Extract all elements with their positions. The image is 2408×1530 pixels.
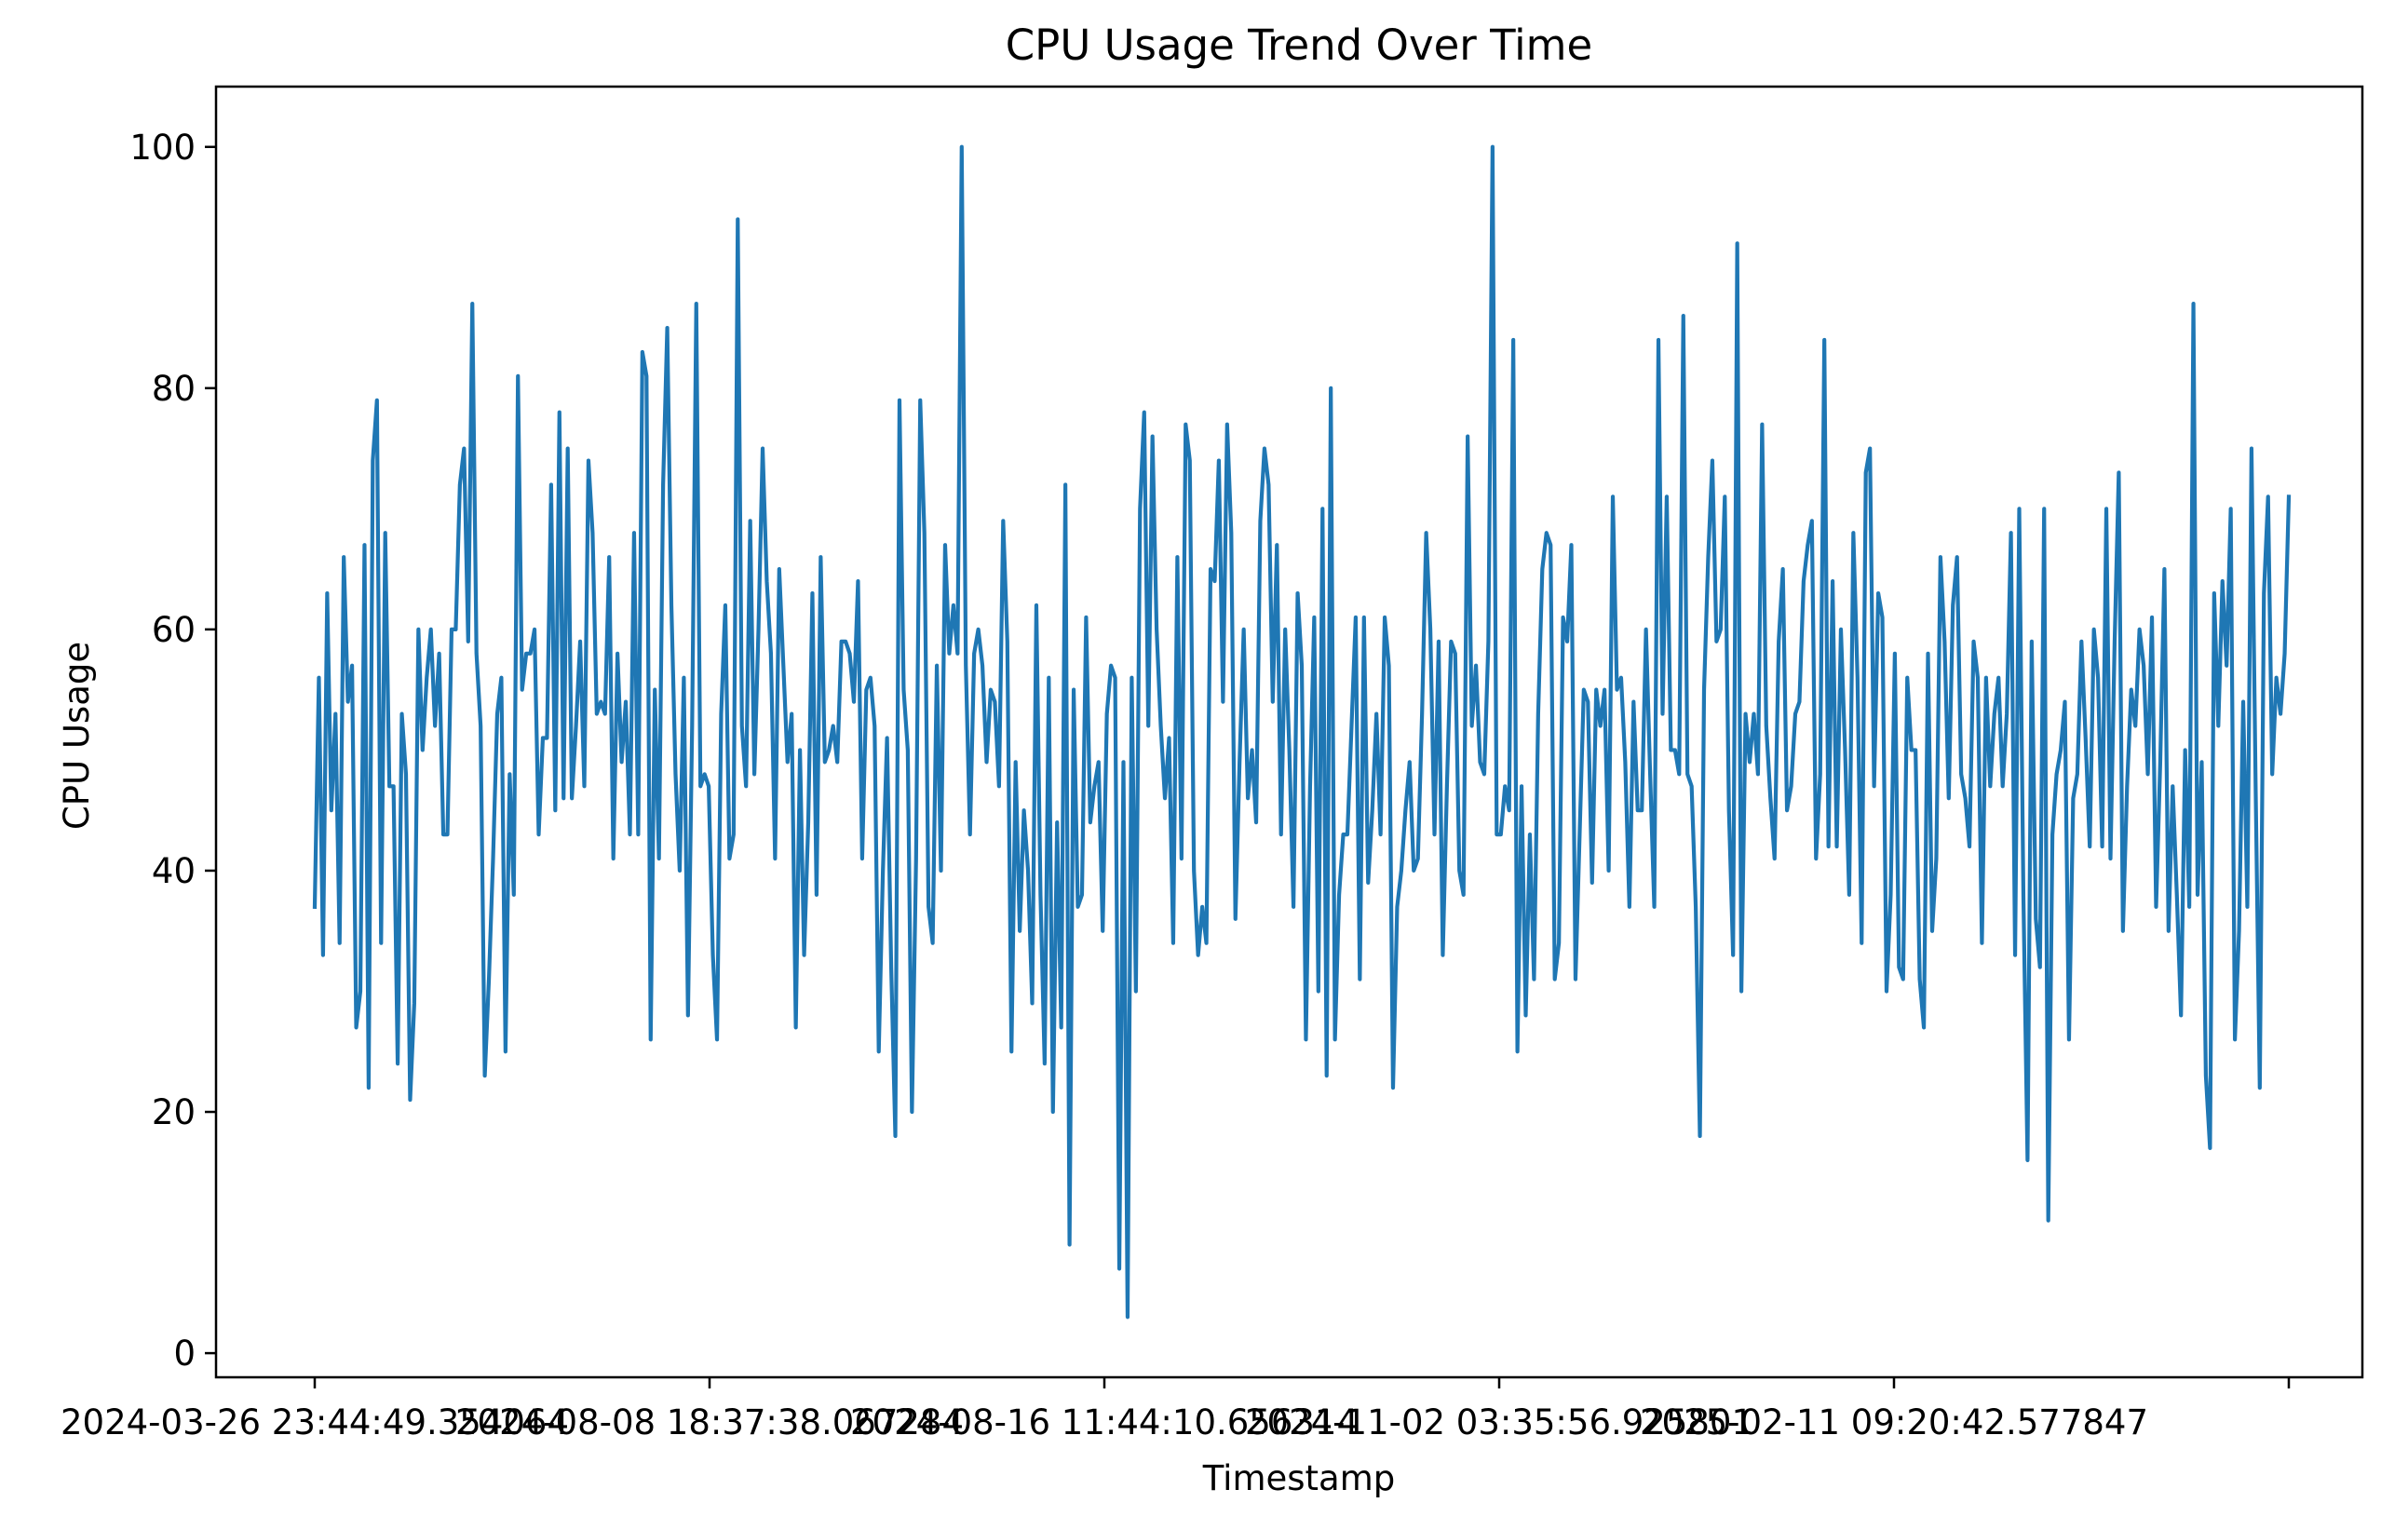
y-tick-label: 0 xyxy=(173,1334,196,1374)
y-axis-label: CPU Usage xyxy=(57,642,97,830)
x-tick-label: 2024-11-02 03:35:56.925801 xyxy=(1245,1402,1753,1442)
x-axis-label: Timestamp xyxy=(1202,1458,1396,1498)
x-tick-label: 2024-03-26 23:44:49.354064 xyxy=(61,1402,569,1442)
y-tick-label: 20 xyxy=(152,1092,196,1132)
x-tick-label: 2024-08-08 18:37:38.067284 xyxy=(455,1402,964,1442)
y-tick-label: 80 xyxy=(152,369,196,409)
plot-area-frame xyxy=(214,85,2364,1379)
x-tick-label: 2025-02-11 09:20:42.577847 xyxy=(1640,1402,2148,1442)
series-layer xyxy=(312,144,2292,1320)
y-tick-label: 40 xyxy=(152,851,196,891)
chart-title: CPU Usage Trend Over Time xyxy=(1006,20,1592,70)
y-tick-label: 100 xyxy=(129,128,196,168)
series-line-cpu-usage xyxy=(312,144,2292,1320)
y-tick-label: 60 xyxy=(152,610,196,650)
x-tick-label: 2024-08-16 11:44:10.656314 xyxy=(850,1402,1359,1442)
